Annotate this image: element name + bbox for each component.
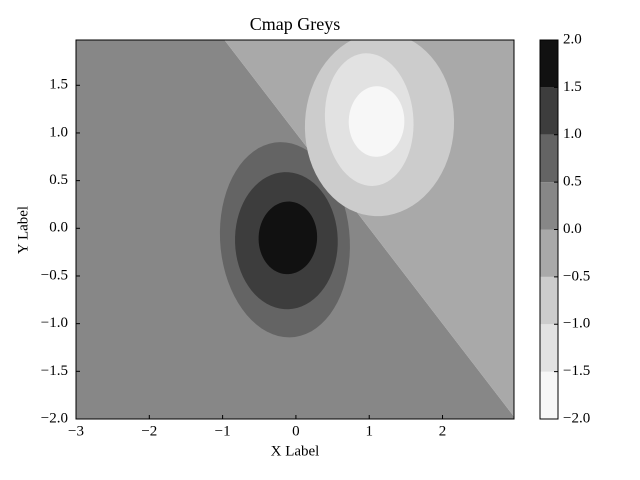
colorbar (540, 40, 558, 419)
x-tick-label: −1 (215, 423, 231, 439)
x-tick-label: 1 (365, 423, 373, 439)
y-tick-label: 0.5 (49, 172, 68, 188)
y-tick-label: −0.5 (41, 267, 68, 283)
y-tick-label: −1.0 (41, 315, 68, 331)
x-axis-label: X Label (271, 443, 320, 459)
colorbar-band (540, 229, 558, 277)
y-axis-label: Y Label (15, 206, 31, 254)
colorbar-tick-label: −1.0 (563, 316, 590, 332)
colorbar-tick-label: 2.0 (563, 31, 582, 47)
colorbar-tick-label: −2.0 (563, 410, 590, 426)
colorbar-tick-label: 0.0 (563, 221, 582, 237)
colorbar-band (540, 324, 558, 372)
colorbar-band (540, 87, 558, 135)
y-tick-label: 1.5 (49, 77, 68, 93)
colorbar-tick-label: 1.0 (563, 126, 582, 142)
contour-region (348, 86, 405, 157)
x-tick-label: −2 (141, 423, 157, 439)
colorbar-tick-label: 1.5 (563, 79, 582, 95)
y-tick-label: 0.0 (49, 220, 68, 236)
colorbar-band (540, 182, 558, 230)
chart-title: Cmap Greys (250, 14, 340, 34)
colorbar-band (540, 371, 558, 419)
x-tick-label: 2 (439, 423, 447, 439)
contour-region (258, 201, 318, 275)
y-tick-label: 1.0 (49, 124, 68, 140)
x-tick-label: 0 (292, 423, 300, 439)
plot-area (76, 40, 514, 419)
x-tick-label: −3 (68, 423, 84, 439)
colorbar-band (540, 134, 558, 183)
colorbar-tick-label: −1.5 (563, 363, 590, 379)
colorbar-tick-label: 0.5 (563, 174, 582, 190)
y-tick-label: −2.0 (41, 410, 68, 426)
colorbar-band (540, 276, 558, 325)
colorbar-band (540, 40, 558, 88)
axes-frame (75, 39, 515, 420)
colorbar-tick-label: −0.5 (563, 268, 590, 284)
y-tick-label: −1.5 (41, 363, 68, 379)
